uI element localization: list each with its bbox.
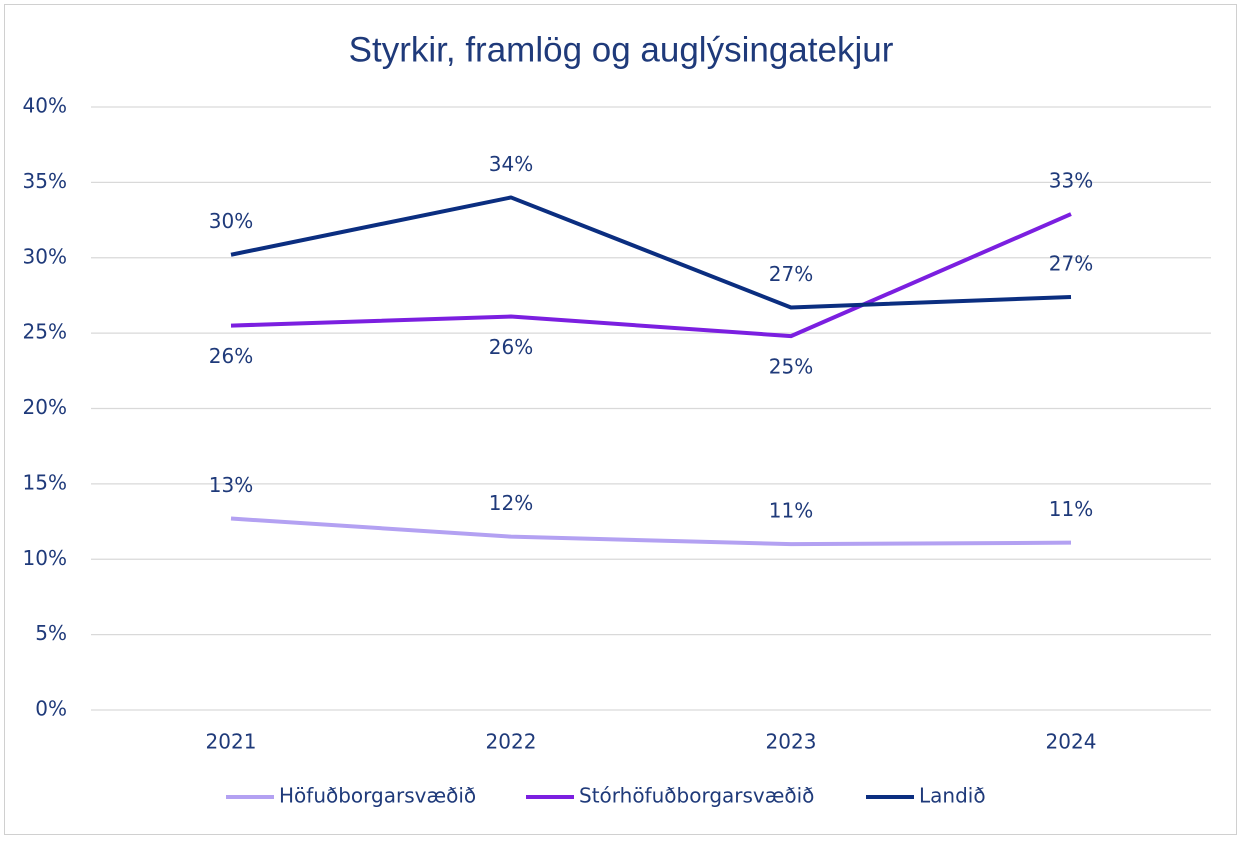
y-tick-label: 40% bbox=[23, 94, 67, 118]
chart-border bbox=[4, 4, 1237, 835]
series-line bbox=[230, 516, 1072, 547]
y-tick-label: 10% bbox=[23, 546, 67, 570]
x-tick-label: 2022 bbox=[486, 730, 537, 754]
data-label: 26% bbox=[209, 344, 253, 368]
chart-title: Styrkir, framlög og auglýsingatekjur bbox=[349, 30, 894, 69]
series-line bbox=[230, 195, 1072, 310]
y-tick-label: 5% bbox=[35, 621, 67, 645]
data-label: 30% bbox=[209, 209, 253, 233]
x-tick-label: 2024 bbox=[1046, 730, 1097, 754]
data-label: 25% bbox=[769, 355, 813, 379]
y-tick-label: 25% bbox=[23, 320, 67, 344]
data-label: 33% bbox=[1049, 169, 1093, 193]
data-label: 11% bbox=[769, 499, 813, 523]
data-label: 13% bbox=[209, 473, 253, 497]
y-tick-label: 15% bbox=[23, 470, 67, 494]
series-line bbox=[230, 212, 1072, 339]
x-tick-label: 2021 bbox=[206, 730, 257, 754]
legend-label: Höfuðborgarsvæðið bbox=[279, 784, 476, 808]
x-tick-label: 2023 bbox=[766, 730, 817, 754]
y-tick-label: 0% bbox=[35, 697, 67, 721]
y-tick-label: 30% bbox=[23, 244, 67, 268]
data-label: 34% bbox=[489, 152, 533, 176]
legend-label: Stórhöfuðborgarsvæðið bbox=[579, 784, 814, 808]
data-label: 12% bbox=[489, 491, 533, 515]
y-tick-label: 35% bbox=[23, 169, 67, 193]
data-label: 11% bbox=[1049, 497, 1093, 521]
legend-label: Landið bbox=[919, 784, 986, 808]
data-label: 27% bbox=[769, 262, 813, 286]
data-label: 27% bbox=[1049, 251, 1093, 275]
data-label: 26% bbox=[489, 335, 533, 359]
y-tick-label: 20% bbox=[23, 395, 67, 419]
